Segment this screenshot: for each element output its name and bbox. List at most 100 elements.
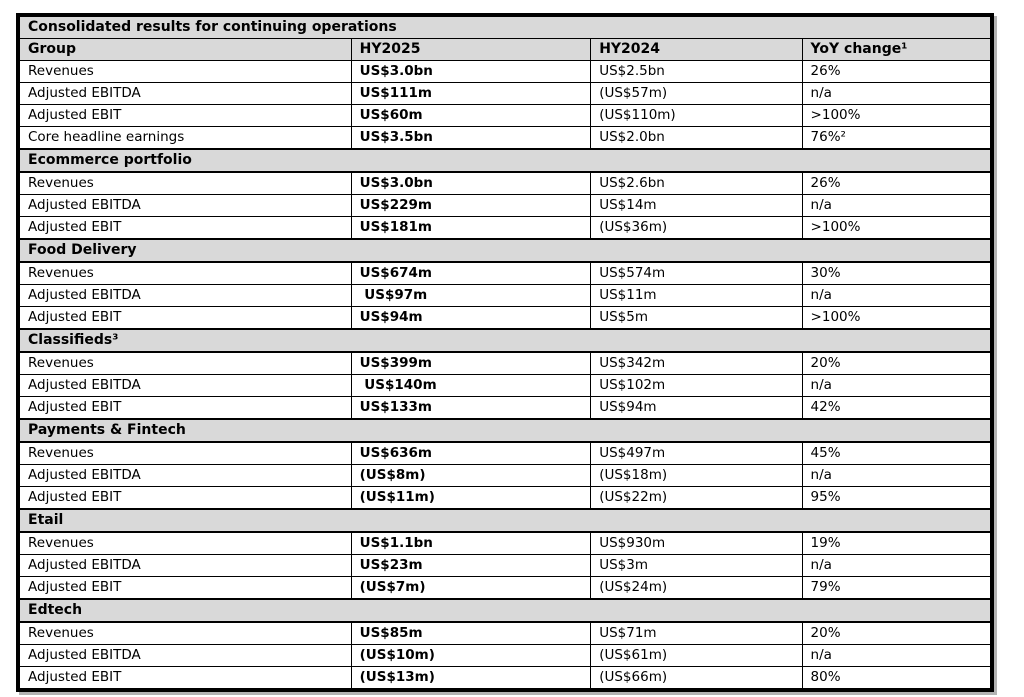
yoy-change-value: 30% — [801, 261, 993, 285]
metric-label: Adjusted EBIT — [17, 576, 352, 600]
hy2024-value: (US$61m) — [590, 644, 803, 667]
table-row: Adjusted EBITDA (US$10m) (US$61m) n/a — [17, 644, 993, 667]
metric-label: Revenues — [17, 60, 352, 83]
table-title: Consolidated results for continuing oper… — [18, 15, 992, 39]
table-row: Adjusted EBIT (US$7m) (US$24m) 79% — [17, 576, 993, 600]
hy2024-value: US$2.6bn — [590, 171, 803, 195]
yoy-change-value: 95% — [801, 486, 993, 510]
yoy-change-value: >100% — [801, 104, 993, 127]
hy2025-value: US$399m — [350, 351, 592, 375]
yoy-change-value: n/a — [801, 284, 993, 307]
hy2024-value: (US$36m) — [590, 216, 803, 240]
table-row: Adjusted EBITDA US$111m (US$57m) n/a — [17, 82, 993, 105]
table-row: Revenues US$3.0bn US$2.5bn 26% — [17, 60, 993, 83]
hy2024-value: US$5m — [590, 306, 803, 330]
hy2024-value: US$11m — [590, 284, 803, 307]
hy2025-value: US$94m — [350, 306, 592, 330]
metric-label: Adjusted EBIT — [17, 216, 352, 240]
yoy-change-value: 20% — [801, 621, 993, 645]
hy2025-value: US$1.1bn — [350, 531, 592, 555]
hy2025-value: (US$11m) — [350, 486, 592, 510]
hy2024-value: US$3m — [590, 554, 803, 577]
metric-label: Revenues — [17, 621, 352, 645]
yoy-change-value: >100% — [801, 306, 993, 330]
table-row: Revenues US$85m US$71m 20% — [17, 621, 993, 645]
metric-label: Adjusted EBIT — [17, 104, 352, 127]
section-header-row: Food Delivery — [18, 238, 992, 263]
section-title: Edtech — [18, 598, 992, 623]
yoy-change-value: n/a — [801, 644, 993, 667]
table-row: Revenues US$636m US$497m 45% — [17, 441, 993, 465]
metric-label: Revenues — [17, 171, 352, 195]
table-row: Adjusted EBITDA US$229m US$14m n/a — [17, 194, 993, 217]
hy2024-value: US$2.5bn — [590, 60, 803, 83]
metric-label: Adjusted EBIT — [17, 666, 352, 691]
hy2025-value: US$140m — [350, 374, 592, 397]
yoy-change-value: >100% — [801, 216, 993, 240]
hy2024-value: US$102m — [590, 374, 803, 397]
section-title: Ecommerce portfolio — [18, 148, 992, 173]
hy2025-value: US$3.5bn — [350, 126, 592, 150]
section-title: Classifieds³ — [18, 328, 992, 353]
hy2025-value: (US$8m) — [350, 464, 592, 487]
hy2025-value: US$181m — [350, 216, 592, 240]
section-title: Etail — [18, 508, 992, 533]
table-row: Adjusted EBITDA US$23m US$3m n/a — [17, 554, 993, 577]
section-header-row: Classifieds³ — [18, 328, 992, 353]
metric-label: Revenues — [17, 531, 352, 555]
table-row: Revenues US$399m US$342m 20% — [17, 351, 993, 375]
yoy-change-value: n/a — [801, 82, 993, 105]
table-title-row: Consolidated results for continuing oper… — [18, 15, 992, 39]
section-header-row: Etail — [18, 508, 992, 533]
hy2024-value: (US$110m) — [590, 104, 803, 127]
metric-label: Adjusted EBIT — [17, 396, 352, 420]
section-header-row: Ecommerce portfolio — [18, 148, 992, 173]
hy2024-value: US$71m — [590, 621, 803, 645]
metric-label: Adjusted EBITDA — [17, 464, 352, 487]
section-title: Food Delivery — [18, 238, 992, 263]
yoy-change-value: 79% — [801, 576, 993, 600]
hy2025-value: (US$7m) — [350, 576, 592, 600]
yoy-change-value: 76%² — [801, 126, 993, 150]
yoy-change-value: 42% — [801, 396, 993, 420]
hy2024-value: (US$22m) — [590, 486, 803, 510]
yoy-change-value: 45% — [801, 441, 993, 465]
table-row: Core headline earnings US$3.5bn US$2.0bn 76… — [17, 126, 993, 150]
table-row: Adjusted EBITDA (US$8m) (US$18m) n/a — [17, 464, 993, 487]
hy2024-value: (US$66m) — [590, 666, 803, 691]
table-row: Revenues US$674m US$574m 30% — [17, 261, 993, 285]
yoy-change-value: n/a — [801, 464, 993, 487]
hy2025-value: US$60m — [350, 104, 592, 127]
column-header-row: Group HY2025 HY2024 YoY change¹ — [17, 38, 993, 61]
yoy-change-value: 19% — [801, 531, 993, 555]
metric-label: Adjusted EBIT — [17, 306, 352, 330]
yoy-change-value: n/a — [801, 194, 993, 217]
hy2024-value: US$342m — [590, 351, 803, 375]
section-header-row: Payments & Fintech — [18, 418, 992, 443]
metric-label: Adjusted EBITDA — [17, 554, 352, 577]
yoy-change-value: 20% — [801, 351, 993, 375]
hy2025-value: US$636m — [350, 441, 592, 465]
metric-label: Adjusted EBITDA — [17, 194, 352, 217]
metric-label: Revenues — [17, 351, 352, 375]
hy2024-value: (US$24m) — [590, 576, 803, 600]
column-header-yoy-change: YoY change¹ — [801, 38, 993, 61]
hy2024-value: US$14m — [590, 194, 803, 217]
consolidated-results-table: Consolidated results for continuing oper… — [16, 13, 994, 692]
hy2025-value: US$3.0bn — [350, 60, 592, 83]
column-header-hy2024: HY2024 — [590, 38, 803, 61]
hy2024-value: (US$57m) — [590, 82, 803, 105]
metric-label: Adjusted EBITDA — [17, 284, 352, 307]
hy2025-value: (US$13m) — [350, 666, 592, 691]
hy2025-value: US$133m — [350, 396, 592, 420]
metric-label: Adjusted EBITDA — [17, 374, 352, 397]
yoy-change-value: n/a — [801, 374, 993, 397]
table-row: Adjusted EBIT US$94m US$5m >100% — [17, 306, 993, 330]
hy2024-value: US$930m — [590, 531, 803, 555]
hy2024-value: (US$18m) — [590, 464, 803, 487]
section-header-row: Edtech — [18, 598, 992, 623]
yoy-change-value: 26% — [801, 171, 993, 195]
hy2025-value: US$229m — [350, 194, 592, 217]
hy2024-value: US$497m — [590, 441, 803, 465]
